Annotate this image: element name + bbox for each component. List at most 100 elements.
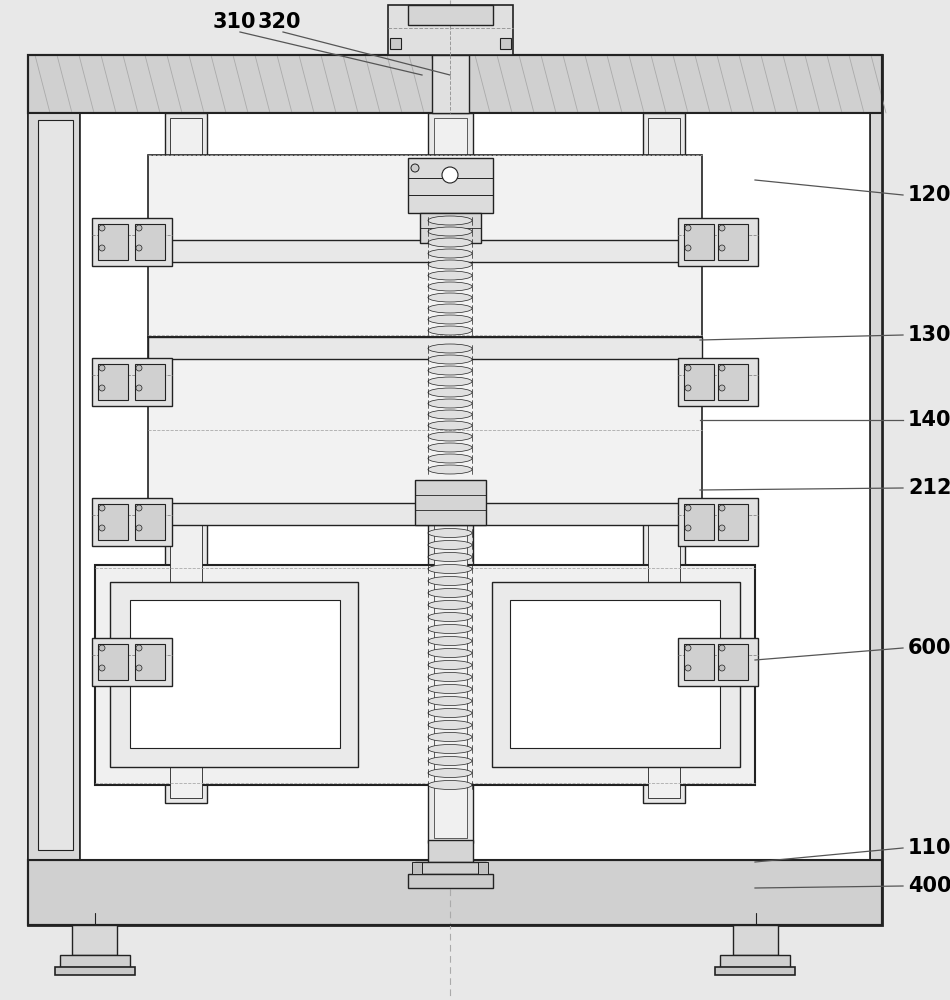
- Bar: [98, 364, 128, 400]
- Bar: [678, 498, 758, 546]
- Circle shape: [685, 365, 691, 371]
- Ellipse shape: [428, 648, 472, 658]
- Bar: [718, 364, 748, 400]
- Text: 140: 140: [908, 410, 950, 430]
- Circle shape: [136, 385, 142, 391]
- Ellipse shape: [428, 388, 472, 397]
- Ellipse shape: [428, 564, 472, 574]
- Bar: [678, 218, 758, 266]
- Circle shape: [136, 525, 142, 531]
- Circle shape: [719, 525, 725, 531]
- Bar: [28, 55, 882, 925]
- Ellipse shape: [428, 282, 472, 291]
- Text: 110: 110: [908, 838, 950, 858]
- Circle shape: [442, 167, 458, 183]
- Circle shape: [719, 365, 725, 371]
- Bar: [148, 240, 702, 262]
- Ellipse shape: [428, 377, 472, 386]
- Bar: [678, 638, 758, 686]
- Ellipse shape: [428, 344, 472, 353]
- Ellipse shape: [428, 249, 472, 258]
- Ellipse shape: [428, 588, 472, 597]
- Ellipse shape: [428, 637, 472, 646]
- Bar: [715, 967, 795, 975]
- Bar: [28, 113, 80, 860]
- Bar: [148, 155, 702, 337]
- Text: 320: 320: [258, 12, 301, 32]
- Bar: [678, 358, 758, 406]
- Text: 130: 130: [908, 325, 950, 345]
- Text: 120: 120: [908, 185, 950, 205]
- Text: 310: 310: [213, 12, 256, 32]
- Bar: [95, 565, 755, 785]
- Ellipse shape: [428, 684, 472, 694]
- Circle shape: [685, 385, 691, 391]
- Bar: [428, 113, 473, 843]
- Circle shape: [719, 225, 725, 231]
- Ellipse shape: [428, 696, 472, 706]
- Bar: [415, 480, 486, 525]
- Circle shape: [136, 665, 142, 671]
- Text: 212: 212: [908, 478, 950, 498]
- Bar: [98, 504, 128, 540]
- Bar: [130, 600, 340, 748]
- Circle shape: [719, 245, 725, 251]
- Bar: [28, 860, 882, 925]
- Bar: [412, 862, 422, 874]
- Bar: [388, 5, 513, 55]
- Bar: [510, 600, 720, 748]
- Bar: [135, 364, 165, 400]
- Ellipse shape: [428, 540, 472, 550]
- Bar: [148, 337, 702, 359]
- Bar: [420, 213, 481, 243]
- Bar: [733, 925, 778, 955]
- Bar: [92, 218, 172, 266]
- Bar: [148, 503, 702, 525]
- Ellipse shape: [428, 355, 472, 364]
- Bar: [720, 955, 790, 967]
- Circle shape: [136, 225, 142, 231]
- Bar: [135, 644, 165, 680]
- Ellipse shape: [428, 612, 472, 621]
- Ellipse shape: [428, 768, 472, 778]
- Ellipse shape: [428, 732, 472, 742]
- Circle shape: [685, 665, 691, 671]
- Bar: [718, 224, 748, 260]
- Bar: [684, 504, 714, 540]
- Circle shape: [685, 225, 691, 231]
- Bar: [408, 158, 493, 213]
- Circle shape: [719, 645, 725, 651]
- Circle shape: [685, 245, 691, 251]
- Text: 600: 600: [908, 638, 950, 658]
- Ellipse shape: [428, 432, 472, 441]
- Bar: [434, 118, 467, 838]
- Bar: [165, 113, 207, 803]
- Bar: [72, 925, 117, 955]
- Bar: [478, 862, 488, 874]
- Bar: [135, 504, 165, 540]
- Ellipse shape: [428, 576, 472, 585]
- Circle shape: [99, 525, 105, 531]
- Ellipse shape: [428, 421, 472, 430]
- Bar: [135, 224, 165, 260]
- Ellipse shape: [428, 410, 472, 419]
- Bar: [92, 498, 172, 546]
- Circle shape: [99, 505, 105, 511]
- Circle shape: [99, 245, 105, 251]
- Bar: [718, 644, 748, 680]
- Circle shape: [719, 385, 725, 391]
- Bar: [170, 118, 202, 798]
- Bar: [28, 55, 882, 113]
- Bar: [432, 55, 469, 113]
- Ellipse shape: [428, 293, 472, 302]
- Bar: [684, 224, 714, 260]
- Ellipse shape: [428, 780, 472, 790]
- Ellipse shape: [428, 624, 472, 634]
- Bar: [110, 582, 358, 767]
- Ellipse shape: [428, 399, 472, 408]
- Ellipse shape: [428, 216, 472, 225]
- Ellipse shape: [428, 326, 472, 335]
- Bar: [80, 113, 870, 860]
- Ellipse shape: [428, 720, 472, 730]
- Circle shape: [99, 385, 105, 391]
